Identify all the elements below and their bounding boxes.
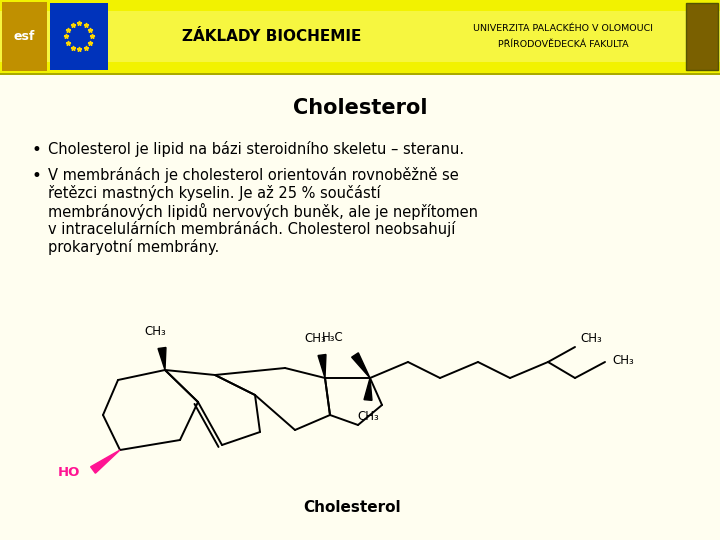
Text: PŘÍRODOVĚDECKÁ FAKULTA: PŘÍRODOVĚDECKÁ FAKULTA <box>498 40 629 49</box>
Text: CH₃: CH₃ <box>304 332 326 345</box>
Bar <box>686 3 718 70</box>
Text: CH₃: CH₃ <box>144 325 166 338</box>
Text: CH₃: CH₃ <box>580 332 602 345</box>
Bar <box>0 73 720 76</box>
Text: Cholesterol je lipid na bázi steroidního skeletu – steranu.: Cholesterol je lipid na bázi steroidního… <box>48 141 464 157</box>
Text: V membránách je cholesterol orientován rovnoběžně se: V membránách je cholesterol orientován r… <box>48 167 459 183</box>
Text: CH₃: CH₃ <box>612 354 634 367</box>
Text: HO: HO <box>58 465 80 478</box>
Polygon shape <box>158 347 166 370</box>
Text: esf: esf <box>13 30 35 43</box>
Bar <box>0 0 720 73</box>
Text: H₃C: H₃C <box>323 331 344 344</box>
Text: UNIVERZITA PALACKÉHO V OLOMOUCI: UNIVERZITA PALACKÉHO V OLOMOUCI <box>473 24 653 33</box>
Polygon shape <box>351 353 370 378</box>
Text: prokaryotní membrány.: prokaryotní membrány. <box>48 239 220 255</box>
Bar <box>2 2 47 71</box>
Polygon shape <box>364 378 372 400</box>
Polygon shape <box>318 354 326 378</box>
Text: •: • <box>32 167 42 185</box>
Bar <box>0 11 720 62</box>
Text: řetězci mastných kyselin. Je až 25 % součástí: řetězci mastných kyselin. Je až 25 % sou… <box>48 185 381 201</box>
Text: membránových lipidů nervových buněk, ale je nepřítomen: membránových lipidů nervových buněk, ale… <box>48 203 478 220</box>
Text: •: • <box>32 141 42 159</box>
Bar <box>50 3 108 70</box>
Polygon shape <box>91 450 120 473</box>
Text: Cholesterol: Cholesterol <box>293 98 427 118</box>
Text: v intracelulárních membránách. Cholesterol neobsahují: v intracelulárních membránách. Cholester… <box>48 221 455 237</box>
Text: ZÁKLADY BIOCHEMIE: ZÁKLADY BIOCHEMIE <box>182 29 361 44</box>
Text: CH₃: CH₃ <box>357 410 379 423</box>
Text: Cholesterol: Cholesterol <box>303 501 401 516</box>
